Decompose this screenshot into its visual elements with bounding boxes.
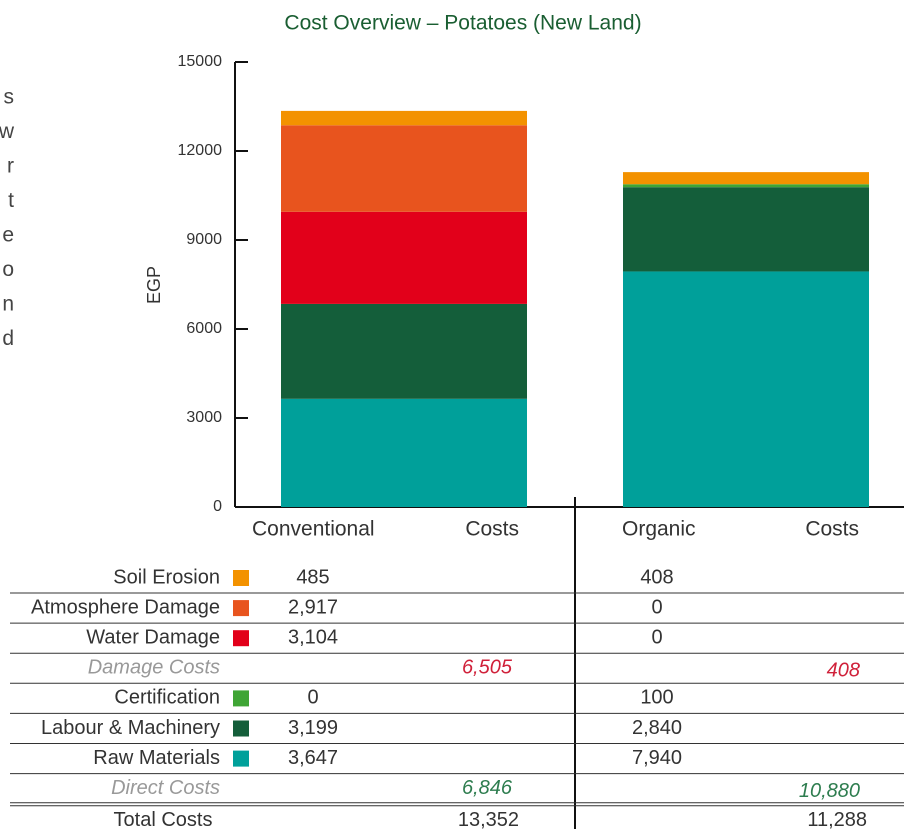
legend-label: Water Damage (86, 626, 220, 648)
legend-swatch (233, 570, 249, 586)
y-tick-label: 15000 (178, 53, 223, 70)
legend-swatch (233, 750, 249, 767)
table-value: 3,104 (288, 626, 338, 648)
subtotal-label: Damage Costs (88, 657, 220, 679)
bar-segment (281, 110, 527, 126)
subtotal-value: 10,880 (799, 780, 860, 802)
y-tick-label: 12000 (178, 142, 223, 159)
table-value: 485 (296, 566, 329, 588)
legend-swatch (233, 600, 249, 617)
chart-title: Cost Overview – Potatoes (New Land) (284, 12, 641, 35)
bar-segment (623, 187, 869, 272)
legend-swatch (233, 720, 249, 737)
legend-label: Soil Erosion (113, 566, 220, 588)
subtotal-value: 6,505 (462, 657, 513, 679)
total-value: 11,288 (807, 809, 867, 829)
total-label: Total Costs (114, 809, 213, 829)
side-text: d (2, 327, 14, 350)
x-category-suffix: Costs (805, 518, 859, 541)
y-axis-label: EGP (144, 266, 164, 304)
x-category-suffix: Costs (465, 518, 519, 541)
table-value: 2,917 (288, 596, 338, 618)
total-value: 13,352 (458, 809, 519, 829)
y-tick-label: 0 (213, 498, 222, 515)
legend-swatch (233, 690, 249, 707)
bar-segment (281, 125, 527, 212)
legend-label: Certification (114, 687, 220, 709)
table-value: 7,940 (632, 747, 682, 769)
bar-segment (281, 303, 527, 399)
side-text: s (4, 86, 15, 109)
bar-segment (281, 211, 527, 304)
side-text: t (8, 189, 14, 212)
table-value: 2,840 (632, 717, 682, 739)
subtotal-value: 408 (827, 660, 860, 682)
table-value: 408 (640, 566, 673, 588)
bar-segment (623, 271, 869, 507)
side-text: w (0, 120, 15, 143)
side-text: r (7, 155, 14, 178)
table-value: 0 (307, 687, 318, 709)
side-text: o (2, 258, 14, 281)
legend-swatch (233, 630, 249, 647)
bar-segment (623, 184, 869, 188)
x-category-label: Organic (622, 518, 696, 541)
x-category-label: Conventional (252, 518, 375, 541)
table-value: 3,647 (288, 747, 338, 769)
table-value: 0 (651, 596, 662, 618)
legend-label: Raw Materials (93, 747, 220, 769)
bar-segment (623, 172, 869, 185)
legend-label: Labour & Machinery (41, 717, 220, 739)
subtotal-label: Direct Costs (111, 777, 220, 799)
table-value: 0 (651, 626, 662, 648)
bar-segment (281, 398, 527, 507)
side-text: n (2, 293, 14, 316)
side-text: e (2, 224, 14, 247)
legend-label: Atmosphere Damage (31, 596, 220, 618)
y-tick-label: 3000 (186, 409, 222, 426)
table-value: 3,199 (288, 717, 338, 739)
table-value: 100 (640, 687, 673, 709)
subtotal-value: 6,846 (462, 777, 513, 799)
y-tick-label: 6000 (186, 320, 222, 337)
y-tick-label: 9000 (186, 231, 222, 248)
